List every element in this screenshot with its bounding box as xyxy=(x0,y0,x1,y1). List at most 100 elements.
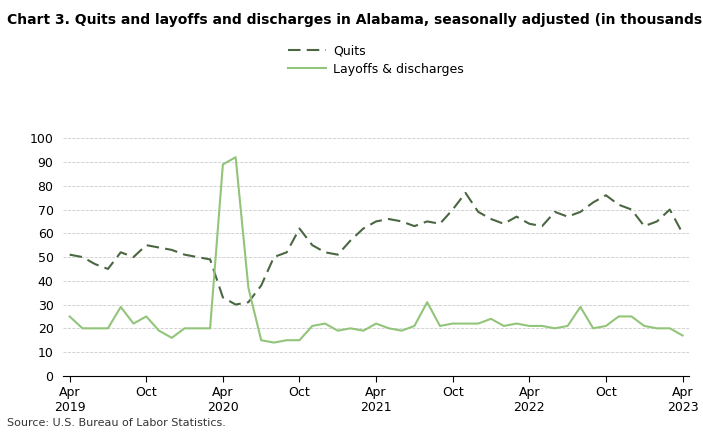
Layoffs & discharges xyxy=(129,321,138,326)
Layoffs & discharges xyxy=(104,326,112,331)
Layoffs & discharges xyxy=(206,326,214,331)
Quits xyxy=(436,221,444,226)
Quits xyxy=(614,202,623,207)
Quits xyxy=(461,190,470,195)
Quits xyxy=(449,207,457,212)
Layoffs & discharges xyxy=(550,326,559,331)
Layoffs & discharges xyxy=(436,323,444,328)
Layoffs & discharges xyxy=(640,323,648,328)
Quits xyxy=(602,193,610,198)
Quits xyxy=(589,200,598,205)
Quits xyxy=(91,261,99,267)
Layoffs & discharges xyxy=(78,326,86,331)
Quits xyxy=(117,250,125,255)
Quits xyxy=(525,221,534,226)
Quits xyxy=(500,221,508,226)
Layoffs & discharges xyxy=(397,328,406,334)
Quits xyxy=(257,283,266,288)
Quits xyxy=(385,216,393,222)
Layoffs & discharges xyxy=(257,338,266,343)
Line: Layoffs & discharges: Layoffs & discharges xyxy=(70,157,683,343)
Quits xyxy=(295,226,304,231)
Legend: Quits, Layoffs & discharges: Quits, Layoffs & discharges xyxy=(288,44,464,76)
Quits xyxy=(512,214,521,219)
Layoffs & discharges xyxy=(91,326,99,331)
Quits xyxy=(129,254,138,260)
Layoffs & discharges xyxy=(231,155,240,160)
Layoffs & discharges xyxy=(576,304,585,309)
Layoffs & discharges xyxy=(461,321,470,326)
Quits xyxy=(206,257,214,262)
Quits xyxy=(678,231,687,236)
Quits xyxy=(653,219,662,224)
Layoffs & discharges xyxy=(193,326,202,331)
Layoffs & discharges xyxy=(283,338,291,343)
Quits xyxy=(244,300,252,305)
Layoffs & discharges xyxy=(372,321,380,326)
Quits xyxy=(78,254,86,260)
Layoffs & discharges xyxy=(449,321,457,326)
Layoffs & discharges xyxy=(486,316,495,321)
Layoffs & discharges xyxy=(602,323,610,328)
Quits xyxy=(563,214,572,219)
Layoffs & discharges xyxy=(678,333,687,338)
Layoffs & discharges xyxy=(155,328,163,334)
Quits xyxy=(474,209,482,214)
Quits xyxy=(627,207,636,212)
Quits xyxy=(155,245,163,250)
Quits xyxy=(321,250,329,255)
Quits xyxy=(410,223,418,229)
Layoffs & discharges xyxy=(219,162,227,167)
Layoffs & discharges xyxy=(167,335,176,340)
Quits xyxy=(167,247,176,252)
Layoffs & discharges xyxy=(117,304,125,309)
Text: Source: U.S. Bureau of Labor Statistics.: Source: U.S. Bureau of Labor Statistics. xyxy=(7,418,226,428)
Layoffs & discharges xyxy=(295,338,304,343)
Layoffs & discharges xyxy=(410,323,418,328)
Layoffs & discharges xyxy=(563,323,572,328)
Layoffs & discharges xyxy=(614,314,623,319)
Quits xyxy=(423,219,432,224)
Layoffs & discharges xyxy=(347,326,355,331)
Quits xyxy=(270,254,278,260)
Quits xyxy=(181,252,189,257)
Quits xyxy=(486,216,495,222)
Layoffs & discharges xyxy=(308,323,316,328)
Layoffs & discharges xyxy=(423,300,432,305)
Quits xyxy=(576,209,585,214)
Layoffs & discharges xyxy=(589,326,598,331)
Quits xyxy=(640,223,648,229)
Layoffs & discharges xyxy=(359,328,368,334)
Layoffs & discharges xyxy=(181,326,189,331)
Quits xyxy=(397,219,406,224)
Quits xyxy=(334,252,342,257)
Layoffs & discharges xyxy=(385,326,393,331)
Layoffs & discharges xyxy=(512,321,521,326)
Quits xyxy=(550,209,559,214)
Layoffs & discharges xyxy=(627,314,636,319)
Quits xyxy=(219,295,227,300)
Layoffs & discharges xyxy=(538,323,546,328)
Layoffs & discharges xyxy=(65,314,74,319)
Layoffs & discharges xyxy=(525,323,534,328)
Quits xyxy=(308,242,316,248)
Quits xyxy=(65,252,74,257)
Layoffs & discharges xyxy=(666,326,674,331)
Quits xyxy=(359,226,368,231)
Layoffs & discharges xyxy=(142,314,150,319)
Quits xyxy=(142,242,150,248)
Quits xyxy=(231,302,240,307)
Quits xyxy=(283,250,291,255)
Line: Quits: Quits xyxy=(70,193,683,305)
Layoffs & discharges xyxy=(653,326,662,331)
Layoffs & discharges xyxy=(321,321,329,326)
Layoffs & discharges xyxy=(244,285,252,290)
Layoffs & discharges xyxy=(270,340,278,345)
Quits xyxy=(104,266,112,271)
Quits xyxy=(666,207,674,212)
Quits xyxy=(193,254,202,260)
Layoffs & discharges xyxy=(500,323,508,328)
Text: Chart 3. Quits and layoffs and discharges in Alabama, seasonally adjusted (in th: Chart 3. Quits and layoffs and discharge… xyxy=(7,13,703,27)
Layoffs & discharges xyxy=(474,321,482,326)
Layoffs & discharges xyxy=(334,328,342,334)
